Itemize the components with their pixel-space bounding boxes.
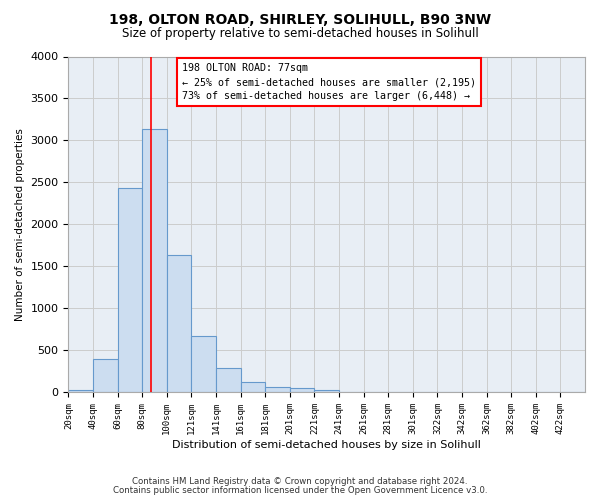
Bar bbox=[142, 128, 167, 392]
Text: 198 OLTON ROAD: 77sqm
← 25% of semi-detached houses are smaller (2,195)
73% of s: 198 OLTON ROAD: 77sqm ← 25% of semi-deta… bbox=[182, 63, 476, 101]
Text: Size of property relative to semi-detached houses in Solihull: Size of property relative to semi-detach… bbox=[122, 28, 478, 40]
Bar bbox=[216, 368, 241, 392]
Bar bbox=[265, 387, 290, 392]
Y-axis label: Number of semi-detached properties: Number of semi-detached properties bbox=[15, 128, 25, 321]
Text: Contains public sector information licensed under the Open Government Licence v3: Contains public sector information licen… bbox=[113, 486, 487, 495]
Text: Contains HM Land Registry data © Crown copyright and database right 2024.: Contains HM Land Registry data © Crown c… bbox=[132, 477, 468, 486]
Bar bbox=[241, 382, 265, 392]
Bar bbox=[167, 254, 191, 392]
Bar bbox=[93, 359, 118, 392]
Bar bbox=[191, 336, 216, 392]
Bar bbox=[314, 390, 339, 392]
Text: 198, OLTON ROAD, SHIRLEY, SOLIHULL, B90 3NW: 198, OLTON ROAD, SHIRLEY, SOLIHULL, B90 … bbox=[109, 12, 491, 26]
Bar bbox=[118, 188, 142, 392]
X-axis label: Distribution of semi-detached houses by size in Solihull: Distribution of semi-detached houses by … bbox=[172, 440, 481, 450]
Bar bbox=[68, 390, 93, 392]
Bar bbox=[290, 388, 314, 392]
